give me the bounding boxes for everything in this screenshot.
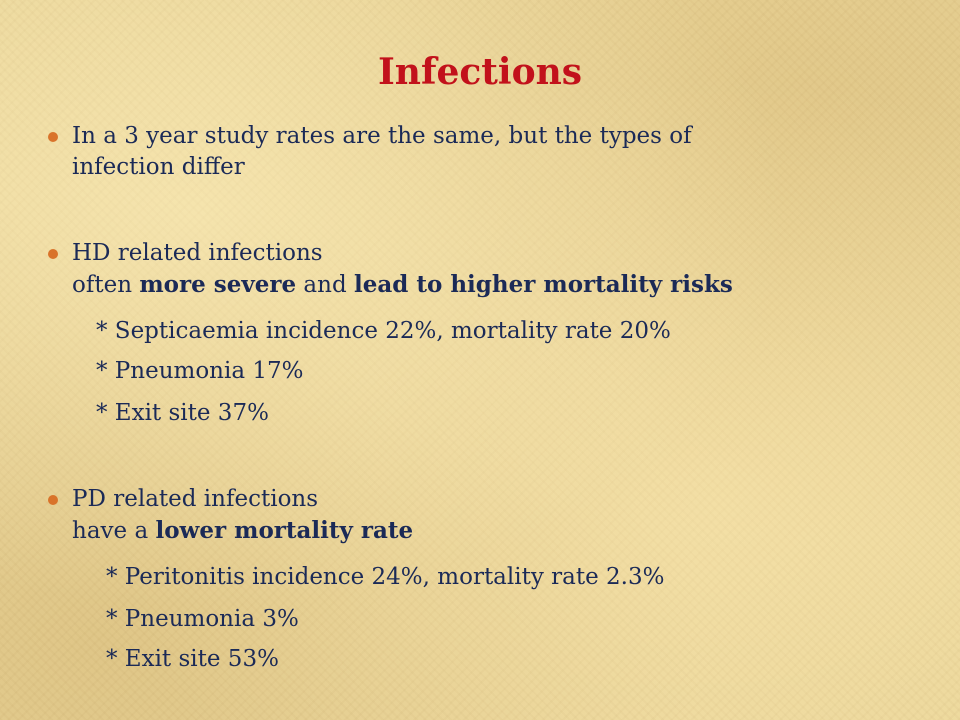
- bullet-item-study: In a 3 year study rates are the same, bu…: [48, 121, 932, 183]
- text-fragment: have a: [72, 518, 156, 544]
- bullet-text-line: In a 3 year study rates are the same, bu…: [72, 123, 692, 149]
- bullet-item-hd: HD related infections often more severe …: [48, 238, 932, 301]
- bullet-text-line: PD related infections: [72, 486, 319, 512]
- sub-item: * Exit site 53%: [106, 646, 279, 672]
- bullet-text-line: often more severe and lead to higher mor…: [72, 269, 932, 301]
- bullet-text-line: HD related infections: [72, 240, 323, 266]
- bullet-text-line: infection differ: [72, 154, 245, 180]
- bullet-item-pd: PD related infections have a lower morta…: [48, 484, 932, 547]
- bold-text: more severe: [139, 271, 297, 298]
- sub-item: * Peritonitis incidence 24%, mortality r…: [106, 564, 665, 590]
- sub-item: * Pneumonia 17%: [96, 358, 304, 384]
- bold-text: lead to higher mortality risks: [354, 271, 733, 298]
- text-fragment: and: [296, 272, 354, 298]
- text-fragment: often: [72, 272, 140, 298]
- sub-item: * Septicaemia incidence 22%, mortality r…: [96, 318, 671, 344]
- slide-title: Infections: [377, 51, 583, 93]
- bullet-text-line: have a lower mortality rate: [72, 515, 932, 547]
- sub-item: * Pneumonia 3%: [106, 606, 299, 632]
- sub-item: * Exit site 37%: [96, 400, 269, 426]
- bold-text: lower mortality rate: [155, 517, 414, 544]
